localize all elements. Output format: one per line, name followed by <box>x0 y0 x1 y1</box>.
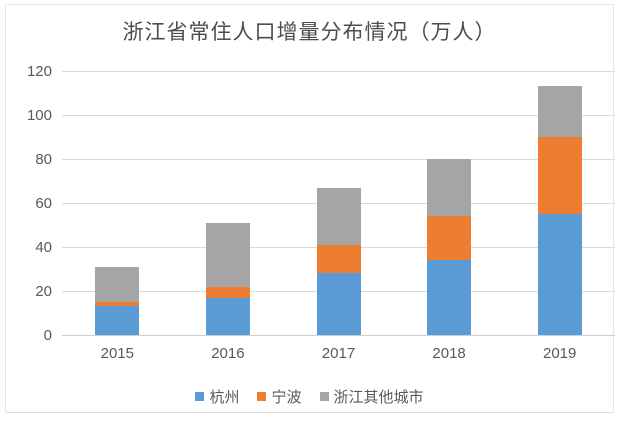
bar-stack-2017 <box>316 187 361 335</box>
bar-stack-2018 <box>427 159 472 335</box>
gridline <box>62 159 615 160</box>
bar-stack-2016 <box>205 222 250 335</box>
bar-segment-宁波-2018 <box>427 216 472 261</box>
bar-segment-宁波-2019 <box>537 137 582 214</box>
x-tick-label: 2018 <box>432 345 466 362</box>
y-tick-label: 0 <box>43 327 52 344</box>
bar-segment-宁波-2016 <box>205 286 250 298</box>
bar-segment-宁波-2017 <box>316 244 361 274</box>
y-tick-label: 80 <box>35 151 52 168</box>
bar-segment-杭州-2015 <box>95 306 140 335</box>
plot-area <box>62 71 615 336</box>
bar-segment-浙江其他城市-2016 <box>205 222 250 287</box>
x-axis-line <box>62 335 615 336</box>
x-tick-label: 2016 <box>211 345 245 362</box>
y-tick-label: 40 <box>35 239 52 256</box>
bar-stack-2019 <box>537 86 582 335</box>
legend-swatch-icon <box>257 392 267 401</box>
chart-card: 浙江省常住人口增量分布情况（万人） 0 20 40 60 80 100 120 2015 20… <box>5 4 615 413</box>
bar-segment-浙江其他城市-2015 <box>95 266 140 302</box>
legend-swatch-icon <box>319 392 329 401</box>
bar-segment-杭州-2016 <box>205 297 250 335</box>
legend-item-浙江其他城市: 浙江其他城市 <box>319 386 424 407</box>
bar-segment-浙江其他城市-2017 <box>316 187 361 245</box>
bar-segment-浙江其他城市-2019 <box>537 86 582 137</box>
bar-segment-浙江其他城市-2018 <box>427 159 472 217</box>
legend-label: 宁波 <box>271 389 302 406</box>
legend: 杭州 宁波 浙江其他城市 <box>6 386 613 407</box>
x-tick-label: 2017 <box>321 345 356 362</box>
x-tick-label: 2015 <box>100 345 134 362</box>
y-tick-label: 60 <box>35 195 52 212</box>
legend-label: 浙江其他城市 <box>333 389 424 406</box>
x-tick-label: 2019 <box>543 345 577 362</box>
chart-title: 浙江省常住人口增量分布情况（万人） <box>122 21 497 44</box>
bar-stack-2015 <box>95 266 140 335</box>
bar-segment-杭州-2017 <box>316 273 361 335</box>
legend-item-宁波: 宁波 <box>257 386 302 407</box>
legend-item-杭州: 杭州 <box>195 386 239 407</box>
bar-segment-杭州-2018 <box>427 260 472 335</box>
gridline <box>62 71 615 72</box>
legend-label: 杭州 <box>209 389 240 406</box>
bar-segment-宁波-2015 <box>95 302 140 307</box>
y-tick-label: 120 <box>26 63 52 80</box>
legend-swatch-icon <box>195 392 205 401</box>
bar-segment-杭州-2019 <box>537 214 582 335</box>
y-tick-label: 20 <box>35 283 52 300</box>
gridline <box>62 115 615 116</box>
y-tick-label: 100 <box>26 107 52 124</box>
